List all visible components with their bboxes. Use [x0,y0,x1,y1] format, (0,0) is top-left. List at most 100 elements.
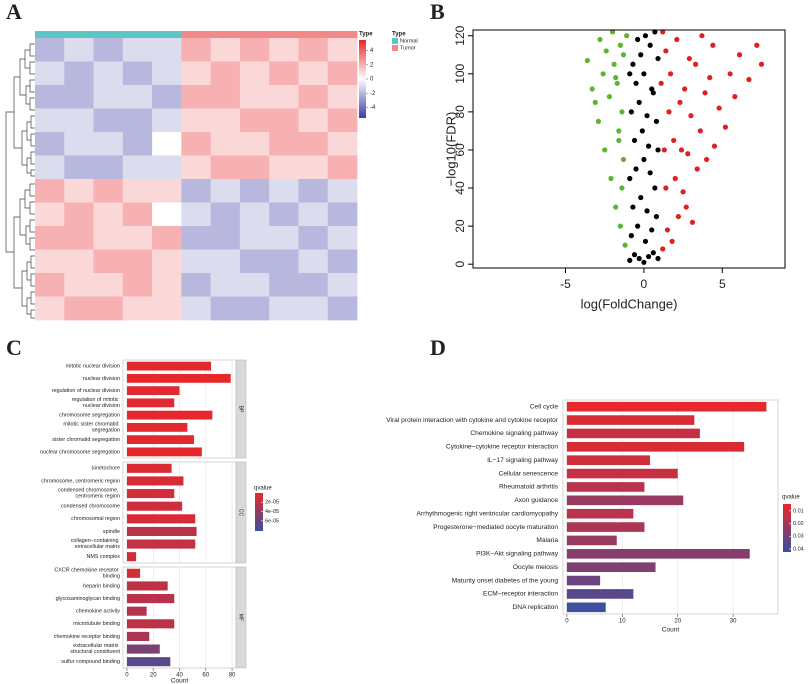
heatmap-cell [239,296,270,321]
category-label: Rheumatoid arthritis [499,484,559,491]
point [633,166,639,172]
category-label: chromosome segregation [59,413,120,419]
point [675,213,681,220]
x-axis-label: log(FoldChange) [581,296,678,311]
category-label: chromosomal region [71,516,120,522]
bar [126,463,172,473]
heatmap-cell [327,226,358,250]
x-tick-label: 0 [641,277,648,291]
point [653,118,660,124]
point [647,170,653,176]
category-label: CXCR chemokine receptor binding [54,568,120,580]
color-legend [255,493,263,531]
category-label: Arrhythmogenic right ventricular cardiom… [417,510,559,517]
point [682,86,688,92]
heatmap-cell [64,85,94,109]
heatmap-cell [181,273,212,297]
category-label: collagen−containing extracellular matrix [71,539,121,551]
point [645,253,652,260]
bar [126,373,231,383]
legend-title: qvalue [782,495,800,501]
x-axis-label: Count [171,678,189,684]
category-label: sister chromatid segregation [52,437,120,443]
heatmap-cell [64,61,94,86]
point [678,147,685,153]
bar [566,575,601,586]
heatmap-cell [298,179,329,203]
bar [126,568,141,578]
heatmap-cell [35,61,65,86]
heatmap-cell [152,202,182,227]
heatmap-cell [327,155,358,180]
heatmap-cell [210,249,241,274]
point [622,242,628,248]
point [722,124,729,130]
bar [126,435,194,445]
heatmap-cell [181,132,212,156]
heatmap-cell [64,155,94,180]
point [631,137,638,144]
point [620,52,627,58]
x-tick-label: 60 [202,673,209,679]
x-tick-label: 20 [150,673,157,679]
point [655,147,661,153]
legend-title: Type [392,32,406,38]
point [613,204,619,210]
point [650,250,656,256]
heatmap-cell [122,226,153,250]
heatmap-cell [327,61,358,86]
category-label: Axon guidance [514,497,558,504]
heatmap-cell [35,155,65,180]
heatmap-cell [239,273,270,297]
point [595,118,602,124]
annotation-cell [181,31,212,38]
point [616,128,622,134]
point [624,33,630,39]
category-label: Chemokine signaling pathway [470,430,558,437]
category-label: regulation of nuclear division [52,388,120,394]
point [641,259,647,265]
x-tick-label: 80 [229,673,236,679]
point [652,29,658,35]
bar [126,386,180,396]
heatmap-cell [93,85,124,109]
heatmap-cell [327,108,358,133]
heatmap-cell [64,202,94,227]
heatmap-cell [298,226,329,250]
bar [126,552,137,562]
heatmap-cell [327,132,358,156]
bar [126,361,212,371]
point [619,185,625,191]
heatmap-cell [181,296,212,321]
heatmap-cell [122,108,153,133]
point [736,52,743,58]
point [689,219,696,225]
y-tick-label: 60 [453,143,467,157]
heatmap-cell [210,202,241,227]
heatmap-cell [210,61,241,86]
point [693,61,699,67]
heatmap-cell [298,273,329,297]
point [635,36,641,43]
heatmap-cell [210,85,241,109]
legend-tick-label: 2 [370,62,374,68]
heatmap-cell [35,249,65,274]
heatmap-cell [269,108,299,133]
heatmap-cell [239,226,270,250]
x-tick-label: 10 [619,619,626,625]
bar [566,522,645,532]
heatmap-cell [181,202,212,227]
annotation-cell [35,31,65,38]
heatmap-cell [122,179,153,203]
category-label: chemokine receptor binding [54,634,120,640]
point [628,109,634,115]
heatmap-cell [35,108,65,133]
point [638,52,644,58]
heatmap-cell [181,38,212,62]
bar [126,606,147,616]
category-label: nuclear division [83,376,120,382]
point [683,204,689,210]
point [638,194,644,201]
point [688,113,694,119]
heatmap-cell [64,249,94,274]
